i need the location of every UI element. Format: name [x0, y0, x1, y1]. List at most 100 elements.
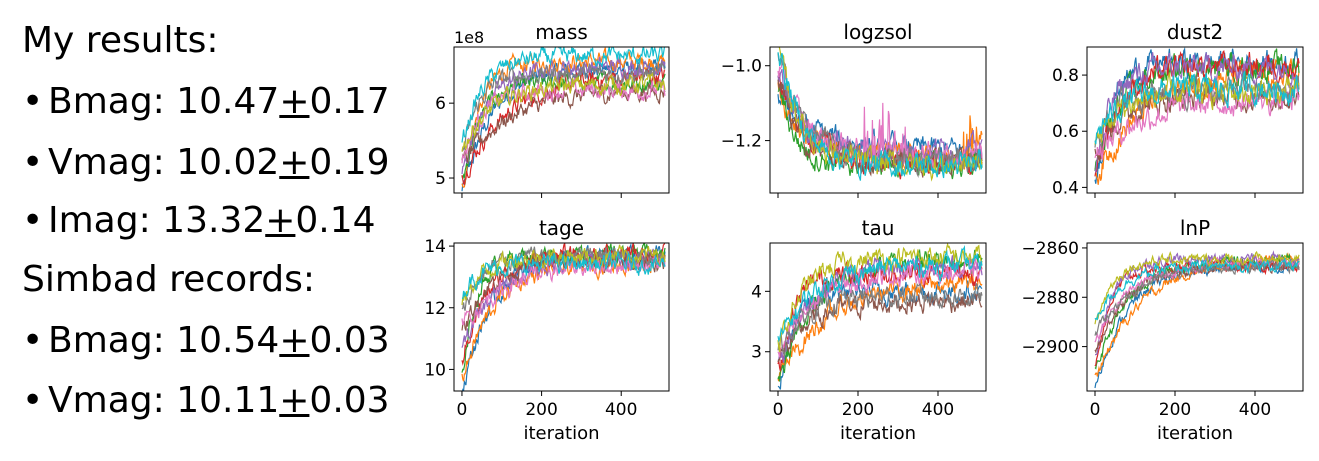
y-tick-label: −2900: [1021, 338, 1079, 358]
bullet-icon: •: [22, 320, 44, 361]
series-group: [461, 47, 666, 192]
y-tick-label: 0.8: [1052, 66, 1079, 86]
series-line-9: [1094, 250, 1300, 325]
mag-error: 0.14: [295, 200, 376, 241]
mag-value: 10.54: [176, 320, 280, 361]
chart-panel-tau: tau 3 4 0 200 400 iteration: [751, 216, 987, 444]
plus-minus: +: [265, 200, 296, 241]
chart-title: tau: [862, 216, 895, 240]
simbad-bmag: • Bmag: 10.54+0.03: [22, 320, 390, 362]
simbad-vmag: • Vmag: 10.11+0.03: [22, 380, 390, 422]
series-line-5: [1094, 52, 1300, 174]
bullet-icon: •: [22, 81, 44, 122]
bullet-icon: •: [22, 200, 44, 241]
plus-minus: +: [279, 142, 310, 183]
series-line-10: [461, 47, 666, 143]
plot-frame: [453, 242, 670, 392]
band-label: Vmag:: [48, 380, 177, 421]
x-axis-label: iteration: [1157, 423, 1233, 444]
band-label: Bmag:: [48, 320, 177, 361]
series-group: [1094, 47, 1300, 185]
y-tick-label: −1.0: [721, 57, 762, 77]
y-tick-label: 10: [424, 360, 446, 380]
y-tick-label: 0.6: [1052, 122, 1079, 142]
series-line-10: [777, 52, 983, 181]
series-line-4: [1094, 257, 1300, 367]
series-line-10: [1094, 70, 1300, 145]
mag-value: 10.11: [176, 380, 280, 421]
x-tick-label: 0: [773, 400, 784, 420]
series-line-6: [777, 290, 983, 363]
y-tick-label: −2880: [1021, 288, 1079, 308]
chart-panel-lnP: lnP −2900 −2880 −2860 0 200 400 iteration: [1021, 216, 1304, 444]
plot-frame: [1086, 46, 1304, 194]
series-line-10: [1094, 256, 1300, 321]
plot-frame: [769, 46, 987, 194]
plus-minus: +: [279, 81, 310, 122]
y-tick-label: 3: [751, 343, 762, 363]
series-line-8: [461, 60, 666, 152]
chart-title: mass: [535, 20, 588, 44]
x-axis-label: iteration: [840, 423, 916, 444]
chart-title: lnP: [1180, 216, 1210, 240]
mag-value: 13.32: [162, 200, 266, 241]
band-label: Bmag:: [48, 81, 177, 122]
chart-panel-dust2: dust2 0.4 0.6 0.8: [1052, 20, 1304, 198]
y-tick-label: −1.2: [721, 132, 762, 152]
results-heading: My results:: [22, 20, 219, 61]
x-tick-label: 200: [1159, 400, 1191, 420]
series-line-8: [777, 282, 983, 358]
result-bmag: • Bmag: 10.47+0.17: [22, 81, 390, 123]
x-tick-label: 400: [605, 400, 637, 420]
mag-error: 0.17: [309, 81, 390, 122]
plus-minus: +: [279, 320, 310, 361]
plot-frame: [453, 46, 670, 194]
chart-panel-logzsol: logzsol −1.2 −1.0: [721, 20, 987, 198]
chart-panel-mass: mass 5 6 1e8: [435, 20, 670, 198]
x-tick-label: 200: [525, 400, 557, 420]
y-tick-label: 14: [424, 237, 446, 257]
result-imag: • Imag: 13.32+0.14: [22, 200, 376, 242]
y-tick-label: 5: [435, 169, 446, 189]
y-tick-label: 0.4: [1052, 178, 1079, 198]
mag-error: 0.03: [309, 320, 390, 361]
plus-minus: +: [279, 380, 310, 421]
x-tick-label: 200: [842, 400, 874, 420]
y-tick-label: 6: [435, 94, 446, 114]
y-tick-label: −2860: [1021, 239, 1079, 259]
x-tick-label: 400: [1239, 400, 1271, 420]
plot-frame: [1086, 242, 1304, 392]
bullet-icon: •: [22, 380, 44, 421]
series-line-4: [461, 243, 666, 366]
x-tick-label: 0: [1090, 400, 1101, 420]
x-axis-label: iteration: [523, 423, 599, 444]
series-line-9: [461, 71, 666, 152]
mag-value: 10.02: [176, 142, 280, 183]
simbad-heading: Simbad records:: [22, 259, 316, 300]
series-group: [461, 243, 666, 391]
series-line-3: [1094, 48, 1300, 172]
plot-frame: [769, 242, 987, 392]
mag-value: 10.47: [176, 81, 280, 122]
series-line-10: [461, 250, 666, 300]
series-line-6: [461, 82, 666, 163]
mag-error: 0.03: [309, 380, 390, 421]
series-group: [1094, 250, 1300, 389]
x-tick-label: 400: [922, 400, 954, 420]
series-line-1: [1094, 257, 1300, 389]
series-line-7: [777, 59, 983, 169]
series-line-5: [1095, 250, 1300, 356]
mag-error: 0.19: [309, 142, 390, 183]
band-label: Imag:: [48, 200, 163, 241]
bullet-icon: •: [22, 142, 44, 183]
chart-title: tage: [539, 216, 584, 240]
y-tick-label: 4: [751, 282, 762, 302]
band-label: Vmag:: [48, 142, 177, 183]
results-panel: My results: • Bmag: 10.47+0.17 • Vmag: 10.…: [0, 0, 400, 461]
chart-title: logzsol: [843, 20, 912, 44]
y-tick-label: 12: [424, 299, 446, 319]
x-tick-label: 0: [457, 400, 468, 420]
series-line-10: [777, 245, 983, 343]
series-line-9: [777, 243, 983, 353]
